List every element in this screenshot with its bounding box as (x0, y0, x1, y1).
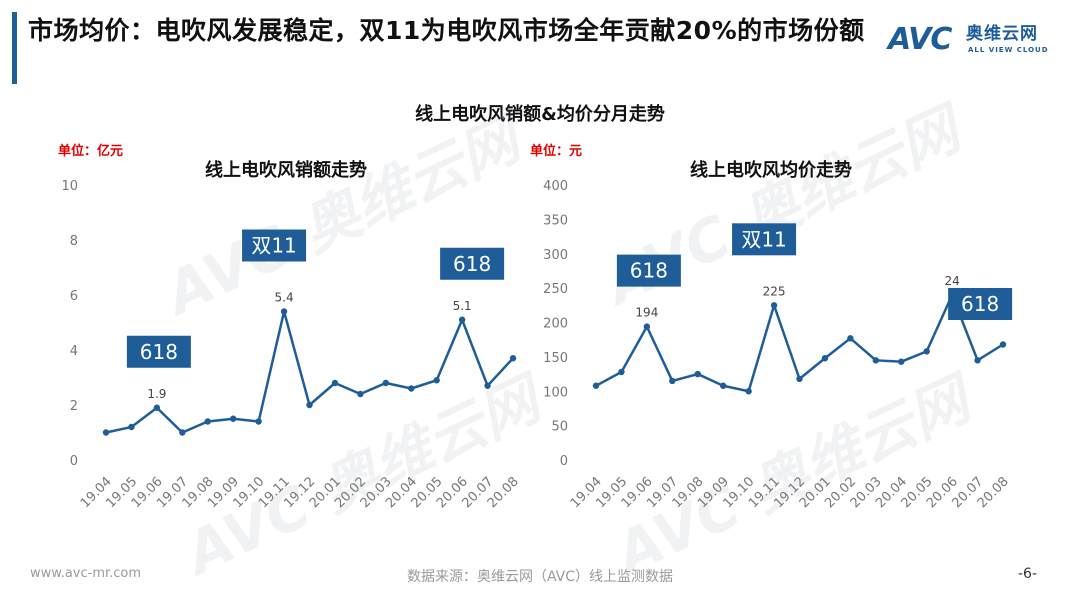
data-point (382, 379, 390, 387)
page-number: -6- (1018, 566, 1038, 582)
y-tick-label: 2 (70, 399, 78, 414)
callout-label: 618 (961, 292, 999, 316)
event-callout: 双11 (732, 223, 797, 256)
data-point (847, 335, 854, 342)
data-point (745, 388, 752, 395)
data-point (102, 429, 110, 436)
event-callout: 双11 (242, 229, 307, 262)
data-point (898, 358, 905, 365)
data-point (923, 348, 930, 355)
y-tick-label: 0 (560, 454, 568, 469)
title-accent-bar (12, 12, 17, 84)
left-chart-title: 线上电吹风销额走势 (205, 160, 367, 181)
y-tick-label: 400 (543, 179, 568, 194)
y-tick-label: 8 (70, 234, 78, 249)
data-point (821, 355, 829, 362)
event-callout: 618 (126, 335, 191, 368)
footer-url[interactable]: www.avc-mr.com (30, 566, 142, 581)
callout-box (242, 229, 307, 262)
data-label: 225 (763, 284, 786, 298)
data-label: 5.1 (453, 299, 472, 313)
data-point (128, 423, 135, 431)
data-point (229, 415, 237, 422)
y-tick-label: 250 (543, 282, 568, 297)
data-point (255, 418, 262, 425)
data-label: 194 (635, 306, 658, 320)
data-point (592, 382, 600, 389)
event-callout: 618 (440, 247, 505, 280)
avc-logo: AVC 奥维云网 ALL VIEW CLOUD (888, 22, 1068, 62)
figure-suptitle: 线上电吹风销额&均价分月走势 (415, 104, 665, 125)
y-tick-label: 300 (543, 248, 568, 263)
data-point (974, 357, 981, 364)
data-point (433, 377, 440, 384)
logo-en-text: ALL VIEW CLOUD (968, 46, 1049, 54)
callout-box (440, 247, 505, 280)
y-tick-label: 4 (70, 344, 78, 359)
data-point (796, 375, 803, 383)
data-point (179, 429, 186, 436)
data-point (719, 382, 727, 389)
data-point (643, 323, 651, 330)
y-tick-label: 6 (70, 289, 78, 304)
data-point (280, 308, 288, 315)
data-point (484, 382, 491, 389)
data-point (694, 370, 701, 378)
callout-box (948, 288, 1013, 320)
data-point (458, 316, 466, 323)
y-tick-label: 350 (543, 213, 568, 228)
data-label: 24 (944, 274, 959, 288)
y-tick-label: 200 (543, 317, 568, 332)
callout-box (732, 223, 797, 256)
right-line-chart: 05010015020025030035040019.0419.0519.061… (543, 179, 1013, 511)
data-point (669, 377, 676, 385)
event-callout: 618 (948, 288, 1013, 320)
callout-label: 618 (630, 259, 668, 283)
event-callout: 618 (616, 254, 681, 287)
y-tick-label: 100 (543, 385, 568, 400)
footer-source: 数据来源：奥维云网（AVC）线上监测数据 (406, 569, 674, 585)
callout-box (616, 254, 681, 287)
data-point (770, 302, 778, 309)
data-point (618, 368, 625, 376)
data-point (408, 385, 415, 392)
series-line (105, 310, 514, 434)
callout-label: 双11 (741, 227, 786, 251)
data-point (872, 357, 880, 364)
callout-label: 618 (453, 252, 491, 276)
callout-label: 双11 (251, 234, 296, 258)
data-point (204, 418, 211, 425)
callout-label: 618 (140, 340, 178, 364)
page-title: 市场均价：电吹风发展稳定，双11为电吹风市场全年贡献20%的市场份额 (28, 16, 865, 45)
left-chart-unit: 单位：亿元 (58, 144, 124, 159)
logo-mark: AVC (888, 22, 952, 57)
data-point (306, 401, 313, 409)
data-label: 1.9 (147, 387, 166, 401)
y-tick-label: 10 (61, 179, 78, 194)
data-label: 5.4 (275, 291, 294, 305)
data-point (999, 341, 1007, 348)
left-line-chart: 024681019.0419.0519.0619.0719.0819.0919.… (61, 179, 521, 511)
right-chart-unit: 单位：元 (530, 144, 583, 159)
callout-box (126, 335, 191, 368)
logo-cn-text: 奥维云网 (966, 24, 1038, 44)
data-point (357, 390, 364, 398)
y-tick-label: 150 (543, 351, 568, 366)
data-point (153, 404, 161, 411)
y-tick-label: 0 (70, 454, 78, 469)
data-point (509, 355, 517, 362)
right-chart-title: 线上电吹风均价走势 (690, 160, 852, 181)
data-point (331, 379, 339, 387)
y-tick-label: 50 (551, 420, 568, 435)
